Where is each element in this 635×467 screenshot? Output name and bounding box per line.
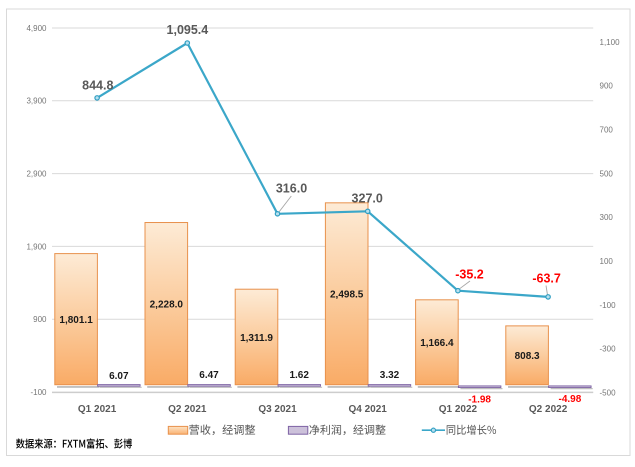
svg-text:3,900: 3,900 [26, 97, 47, 106]
svg-text:1,900: 1,900 [26, 242, 47, 251]
svg-text:300: 300 [600, 213, 614, 222]
svg-text:844.8: 844.8 [82, 78, 113, 92]
svg-text:Q2 2021: Q2 2021 [168, 404, 207, 415]
svg-text:1.62: 1.62 [289, 370, 309, 381]
svg-text:2,228.0: 2,228.0 [150, 299, 184, 310]
svg-text:2,498.5: 2,498.5 [330, 290, 364, 301]
svg-text:316.0: 316.0 [276, 182, 307, 196]
svg-text:1,095.4: 1,095.4 [167, 23, 209, 37]
svg-text:-1.98: -1.98 [468, 394, 491, 405]
svg-text:-500: -500 [600, 388, 617, 397]
svg-text:2,900: 2,900 [26, 170, 47, 179]
svg-text:327.0: 327.0 [352, 191, 383, 205]
svg-text:900: 900 [600, 82, 614, 91]
svg-text:1,801.1: 1,801.1 [59, 315, 93, 326]
svg-text:1,100: 1,100 [600, 38, 621, 47]
svg-text:Q4 2021: Q4 2021 [349, 404, 388, 415]
svg-text:1,166.4: 1,166.4 [420, 338, 454, 349]
svg-text:700: 700 [600, 126, 614, 135]
svg-text:6.47: 6.47 [199, 370, 219, 381]
svg-text:-100: -100 [600, 301, 617, 310]
svg-text:4,900: 4,900 [26, 24, 47, 33]
svg-text:-4.98: -4.98 [559, 394, 582, 405]
svg-text:-100: -100 [30, 388, 47, 397]
svg-text:Q3 2021: Q3 2021 [258, 404, 297, 415]
svg-text:Q1 2021: Q1 2021 [78, 404, 117, 415]
svg-text:Q1 2022: Q1 2022 [439, 404, 478, 415]
svg-text:-35.2: -35.2 [455, 267, 484, 281]
svg-text:Q2 2022: Q2 2022 [529, 404, 568, 415]
svg-text:808.3: 808.3 [515, 351, 540, 362]
svg-text:-63.7: -63.7 [532, 271, 561, 285]
svg-text:1,311.9: 1,311.9 [240, 333, 273, 344]
svg-text:6.07: 6.07 [109, 371, 129, 382]
svg-text:100: 100 [600, 257, 614, 266]
svg-text:3.32: 3.32 [380, 370, 400, 381]
svg-text:-300: -300 [600, 345, 617, 354]
svg-text:500: 500 [600, 169, 614, 178]
svg-text:900: 900 [33, 315, 47, 324]
